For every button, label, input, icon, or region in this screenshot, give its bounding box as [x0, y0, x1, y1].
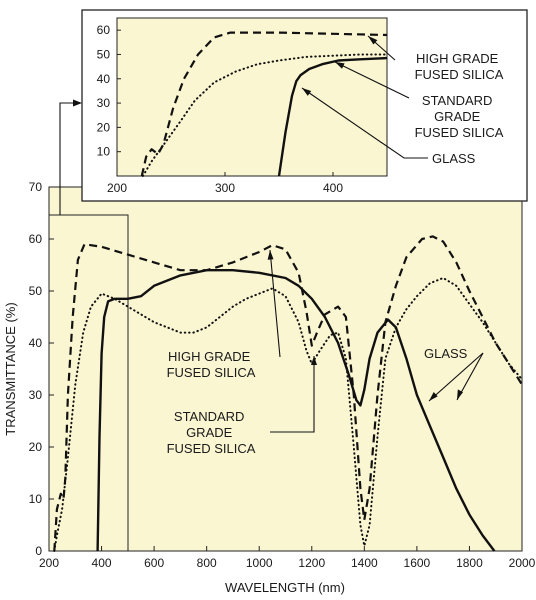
label-standard-line: GRADE [186, 425, 233, 440]
leader-standard [334, 61, 410, 99]
x-tick-label: 1800 [456, 556, 483, 570]
label-glass: GLASS [424, 346, 468, 361]
x-tick-label: 200 [107, 181, 127, 195]
inset-series-lines [140, 31, 388, 177]
leader-glass-1 [428, 352, 484, 402]
inset-tick-marks [116, 29, 334, 176]
inset-label-line: HIGH GRADE [416, 51, 499, 66]
connector-arrowhead [73, 99, 82, 107]
arrowhead [429, 392, 438, 401]
x-tick-label: 200 [39, 556, 59, 570]
leader-glass [301, 87, 428, 159]
y-tick-label: 30 [29, 388, 43, 402]
y-tick-label: 70 [29, 180, 43, 194]
arrowhead [267, 250, 274, 260]
arrowhead [335, 62, 345, 69]
inset-x-tick-labels: 200 300 400 [107, 181, 343, 195]
inset-plot-area [116, 17, 388, 177]
inset-y-tick-labels: 10 20 30 40 50 60 [97, 23, 111, 159]
inset-label-line: FUSED SILICA [415, 125, 504, 140]
label-standard-grade: STANDARD GRADE FUSED SILICA [167, 409, 256, 456]
y-tick-label: 50 [97, 47, 111, 61]
inset-label-high-grade: HIGH GRADE FUSED SILICA [415, 51, 504, 82]
inset-label-standard-grade: STANDARD GRADE FUSED SILICA [415, 93, 504, 140]
main-y-tick-labels: 0 10 20 30 40 50 60 70 [29, 180, 43, 558]
arrowhead [457, 389, 463, 400]
series-line-standard-grade-fused-silica [141, 53, 388, 177]
series-line-glass [96, 269, 496, 552]
y-tick-label: 60 [29, 232, 43, 246]
inset-plot: 200 300 400 10 20 30 40 50 60 HIGH GRADE FUSED … [81, 9, 528, 202]
x-axis-title: WAVELENGTH (nm) [225, 580, 345, 595]
y-tick-label: 50 [29, 284, 43, 298]
leader-high-grade [269, 249, 281, 358]
x-tick-label: 800 [197, 556, 217, 570]
main-plot-area [48, 186, 523, 552]
x-tick-label: 400 [92, 556, 112, 570]
label-high-grade-line: FUSED SILICA [167, 365, 256, 380]
y-tick-label: 0 [35, 544, 42, 558]
inset-label-glass: GLASS [432, 151, 476, 166]
series-line-glass [277, 56, 388, 177]
x-tick-label: 2000 [509, 556, 536, 570]
leader-standard [270, 356, 315, 433]
x-tick-label: 400 [323, 181, 343, 195]
y-tick-label: 60 [97, 23, 111, 37]
zoom-region-box [48, 214, 129, 552]
main-arrowheads [267, 250, 463, 401]
label-standard-line: STANDARD [174, 409, 245, 424]
label-standard-line: FUSED SILICA [167, 441, 256, 456]
main-plot: 200 400 600 800 1000 1200 1400 1600 1800 2000 0 10… [3, 180, 536, 595]
y-tick-label: 40 [97, 72, 111, 86]
main-series-lines [53, 235, 523, 552]
inset-label-line: STANDARD [422, 93, 493, 108]
arrowhead [302, 88, 312, 96]
x-tick-label: 1400 [351, 556, 378, 570]
y-tick-label: 40 [29, 336, 43, 350]
main-x-tick-labels: 200 400 600 800 1000 1200 1400 1600 1800 2000 [39, 556, 536, 570]
arrowhead [311, 356, 317, 365]
label-high-grade-line: HIGH GRADE [168, 349, 251, 364]
inset-connector [59, 102, 76, 215]
x-tick-label: 600 [144, 556, 164, 570]
connector-line [59, 102, 76, 215]
inset-label-line: FUSED SILICA [415, 67, 504, 82]
series-line-standard-grade-fused-silica [53, 277, 523, 552]
y-tick-label: 10 [29, 492, 43, 506]
series-line-high-grade-fused-silica [140, 31, 388, 177]
y-tick-label: 20 [97, 120, 111, 134]
y-tick-label: 30 [97, 96, 111, 110]
series-line-high-grade-fused-silica [53, 235, 523, 552]
inset-label-line: GRADE [434, 109, 481, 124]
x-tick-label: 300 [215, 181, 235, 195]
x-tick-label: 1600 [404, 556, 431, 570]
y-axis-title: TRANSMITTANCE (%) [3, 302, 18, 435]
x-tick-label: 1000 [246, 556, 273, 570]
inset-arrowheads [302, 36, 378, 96]
y-tick-label: 10 [97, 145, 111, 159]
x-tick-label: 1200 [298, 556, 325, 570]
y-tick-label: 20 [29, 440, 43, 454]
arrowhead [368, 36, 378, 45]
label-high-grade: HIGH GRADE FUSED SILICA [167, 349, 256, 380]
